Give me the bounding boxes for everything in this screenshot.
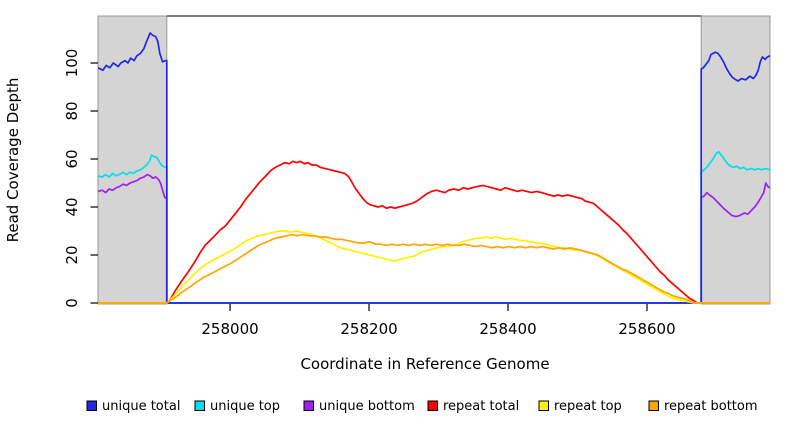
legend-swatch [194,400,205,411]
y-tick-label: 40 [63,197,81,216]
legend-label: unique total [102,399,180,414]
series-line-repeat-top [98,230,770,304]
legend-label: unique bottom [319,399,415,414]
legend-label: repeat bottom [664,399,758,414]
shaded-region-left [97,15,168,305]
series-line-repeat-total [98,160,770,304]
legend-label: unique top [210,399,280,414]
legend-item-unique-bottom: unique bottom [303,399,415,414]
plot-frame [98,15,770,304]
legend-item-repeat-total: repeat total [427,399,519,414]
y-tick-label: 0 [63,298,81,308]
y-tick-label: 20 [63,245,81,264]
x-tick-label: 258200 [340,320,397,338]
x-tick-label: 258600 [618,320,675,338]
legend-swatch [86,400,97,411]
series-line-unique-total [98,32,770,304]
legend-swatch [648,400,659,411]
legend-item-repeat-bottom: repeat bottom [648,399,758,414]
legend-label: repeat top [554,399,622,414]
x-tick-label: 258400 [479,320,536,338]
series-line-repeat-bottom [98,233,770,304]
legend-item-repeat-top: repeat top [538,399,622,414]
legend-item-unique-top: unique top [194,399,280,414]
shaded-regions [97,15,771,305]
y-tick-label: 80 [63,101,81,120]
y-tick-label: 100 [63,49,81,78]
legend-swatch [303,400,314,411]
legend-swatch [538,400,549,411]
legend: unique total unique top unique bottom repea… [86,399,758,414]
y-tick-label: 60 [63,149,81,168]
x-axis-title: Coordinate in Reference Genome [300,355,549,373]
series-line-unique-bottom [98,173,770,304]
legend-swatch [427,400,438,411]
x-tick-label: 258000 [201,320,258,338]
axes: 0 20 40 60 80 100 258000 258200 258400 258600 [63,49,676,338]
data-series [98,32,770,304]
y-axis-title: Read Coverage Depth [4,78,22,243]
legend-label: repeat total [443,399,519,414]
legend-item-unique-total: unique total [86,399,180,414]
